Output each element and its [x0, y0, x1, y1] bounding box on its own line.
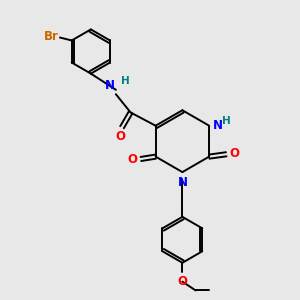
- Text: H: H: [121, 76, 130, 86]
- Text: O: O: [115, 130, 125, 143]
- Text: Br: Br: [44, 30, 59, 44]
- Text: N: N: [177, 176, 188, 189]
- Text: H: H: [222, 116, 231, 126]
- Text: N: N: [213, 119, 223, 132]
- Text: N: N: [105, 79, 115, 92]
- Text: O: O: [177, 275, 188, 288]
- Text: O: O: [230, 147, 240, 160]
- Text: O: O: [128, 153, 137, 166]
